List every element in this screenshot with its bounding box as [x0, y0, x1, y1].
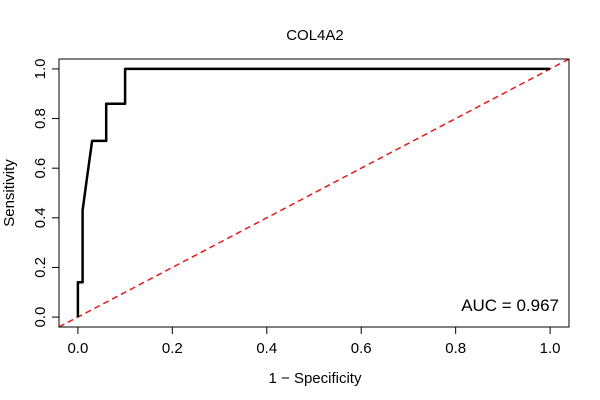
x-tick-label: 0.6: [351, 340, 372, 357]
y-tick-label: 0.8: [32, 108, 49, 129]
x-axis-label: 1 − Specificity: [269, 370, 362, 387]
plot-frame: [58, 58, 570, 328]
x-axis: 0.0 0.2 0.4 0.6 0.8 1.0: [67, 326, 561, 357]
x-tick-label: 0.8: [445, 340, 466, 357]
reference-line: [59, 59, 569, 327]
chart-title: COL4A2: [286, 27, 344, 44]
y-axis: 0.0 0.2 0.4 0.6 0.8 1.0: [32, 58, 60, 328]
x-tick-label: 0.0: [67, 340, 88, 357]
y-tick-label: 0.0: [32, 307, 49, 328]
y-tick-label: 0.2: [32, 257, 49, 278]
roc-curve: [76, 67, 551, 318]
y-tick-label: 1.0: [32, 58, 49, 79]
x-tick-label: 0.4: [256, 340, 277, 357]
y-axis-label: Sensitivity: [1, 159, 18, 227]
x-tick-label: 0.2: [162, 340, 183, 357]
auc-annotation: AUC = 0.967: [461, 296, 559, 315]
y-tick-label: 0.6: [32, 158, 49, 179]
x-tick-label: 1.0: [540, 340, 561, 357]
series-layer: [59, 59, 569, 327]
y-tick-label: 0.4: [32, 207, 49, 228]
